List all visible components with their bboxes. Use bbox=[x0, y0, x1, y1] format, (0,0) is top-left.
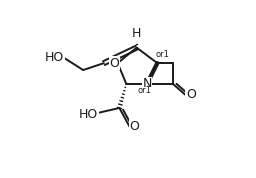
Text: HO: HO bbox=[79, 108, 98, 121]
Text: H: H bbox=[132, 27, 141, 40]
Text: or1: or1 bbox=[137, 86, 151, 95]
Text: O: O bbox=[110, 57, 120, 70]
Text: HO: HO bbox=[45, 51, 64, 64]
Text: O: O bbox=[130, 120, 140, 133]
Text: O: O bbox=[186, 88, 196, 101]
Text: N: N bbox=[142, 77, 152, 90]
Text: or1: or1 bbox=[156, 50, 169, 59]
